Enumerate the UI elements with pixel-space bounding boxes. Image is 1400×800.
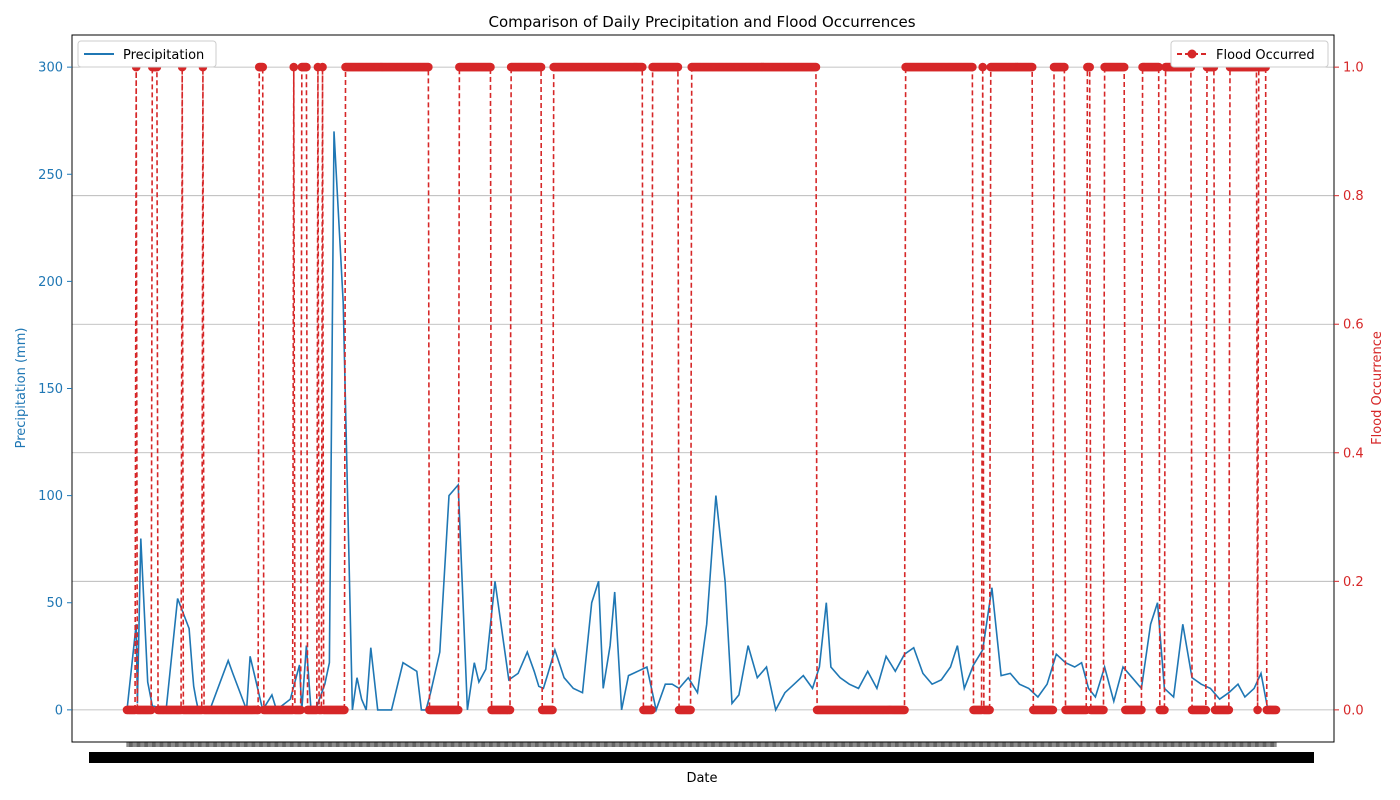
right-y-tick-label: 0.0 (1343, 703, 1364, 718)
legend-right: Flood Occurred (1170, 40, 1329, 68)
right-y-axis: 0.0 0.2 0.4 0.6 0.8 1.0 (1334, 61, 1364, 718)
left-y-tick-label: 200 (38, 275, 63, 290)
legend-precipitation-label: Precipitation (123, 48, 204, 63)
legend-flood-label: Flood Occurred (1216, 48, 1315, 63)
left-y-tick-label: 100 (38, 489, 63, 504)
flood-marker (424, 62, 433, 72)
flood-marker (1027, 62, 1037, 72)
flood-marker (686, 705, 695, 715)
flood-marker (1119, 62, 1129, 72)
flood-marker (536, 62, 546, 72)
flood-marker (296, 705, 305, 715)
flood-marker (548, 705, 557, 715)
flood-marker (1271, 705, 1281, 715)
right-y-tick-label: 0.4 (1343, 446, 1364, 461)
left-y-tick-label: 300 (38, 61, 63, 76)
flood-marker (340, 705, 349, 715)
legend-flood-marker (1187, 49, 1197, 59)
legend-right-box (1170, 40, 1329, 68)
flood-marker (900, 705, 909, 715)
left-y-tick-label: 250 (38, 168, 63, 183)
flood-marker (647, 705, 656, 715)
x-axis-label: Date (686, 771, 717, 786)
chart-title: Comparison of Daily Precipitation and Fl… (488, 13, 915, 31)
flood-marker (811, 62, 821, 72)
y-axis-label-right: Flood Occurrence (1370, 331, 1385, 445)
flood-marker (1253, 705, 1262, 715)
flood-marker (258, 62, 268, 72)
flood-marker (1099, 705, 1108, 715)
flood-marker (1154, 62, 1163, 72)
flood-marker (486, 62, 495, 72)
flood-marker (968, 62, 977, 72)
flood-marker (505, 705, 515, 715)
legend-left-box (77, 40, 217, 68)
flood-marker (453, 705, 463, 715)
flood-marker (673, 62, 683, 72)
left-y-tick-label: 150 (38, 382, 63, 397)
flood-marker (1085, 62, 1094, 72)
left-y-axis: 0 50 100 150 200 250 300 (38, 61, 72, 718)
flood-marker (302, 62, 311, 72)
x-axis (89, 742, 1314, 763)
legend-left: Precipitation (77, 40, 217, 68)
x-tick-labels-overlap (89, 752, 1314, 763)
y-axis-label-left: Precipitation (mm) (14, 328, 29, 449)
flood-marker (1201, 705, 1211, 715)
right-y-tick-label: 0.2 (1343, 575, 1364, 590)
flood-marker (637, 62, 647, 72)
flood-marker (985, 705, 994, 715)
left-y-tick-label: 0 (55, 703, 63, 718)
flood-marker (1137, 705, 1146, 715)
right-y-tick-label: 0.8 (1343, 189, 1364, 204)
flood-marker (1060, 62, 1069, 72)
flood-marker (1224, 705, 1234, 715)
flood-marker (289, 62, 299, 72)
flood-marker (1160, 705, 1169, 715)
flood-marker (978, 62, 988, 72)
flood-marker (146, 705, 156, 715)
flood-marker (1048, 705, 1058, 715)
right-y-tick-label: 1.0 (1343, 61, 1364, 76)
right-y-tick-label: 0.6 (1343, 318, 1364, 333)
plot-area (122, 62, 1281, 715)
flood-marker (318, 62, 327, 72)
left-y-tick-label: 50 (46, 596, 63, 611)
